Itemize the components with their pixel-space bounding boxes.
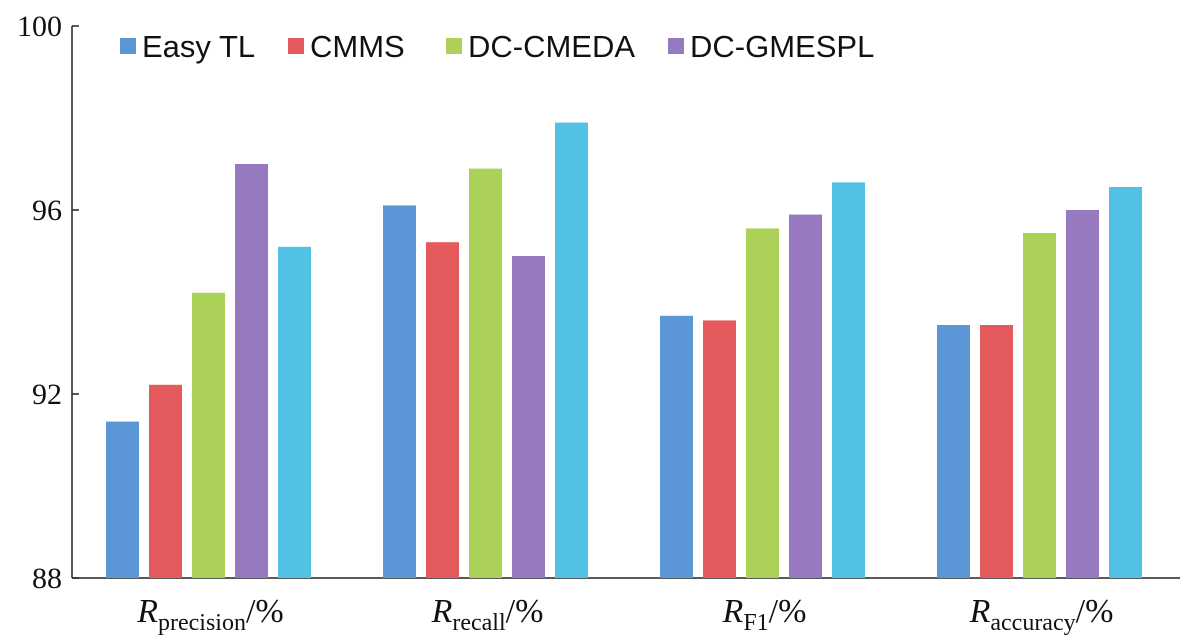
bar — [937, 325, 970, 578]
bar — [703, 320, 736, 578]
bar — [106, 421, 139, 578]
bar — [832, 182, 865, 578]
bar — [746, 228, 779, 578]
bar — [980, 325, 1013, 578]
bar — [149, 384, 182, 578]
bar — [192, 292, 225, 578]
legend-swatch — [446, 38, 462, 54]
y-tick-label: 100 — [17, 10, 62, 43]
bar — [426, 242, 459, 578]
x-category-label: Rprecision/% — [136, 593, 284, 636]
legend: Easy TL CMMS DC-CMEDA DC-GMESPL — [120, 29, 874, 64]
x-category-label: Raccuracy/% — [969, 593, 1114, 636]
legend-swatch — [668, 38, 684, 54]
y-tick-label: 92 — [32, 378, 62, 411]
bar — [383, 205, 416, 578]
legend-label: CMMS — [310, 29, 405, 64]
x-axis-category-labels: Rprecision/% Rrecall/% RF1/% Raccuracy/% — [136, 593, 1113, 636]
legend-swatch — [120, 38, 136, 54]
bar — [512, 256, 545, 578]
bars — [106, 122, 1142, 579]
y-axis-ticks: 88 92 96 100 — [17, 10, 79, 595]
x-category-label: Rrecall/% — [431, 593, 544, 636]
legend-label: Easy TL — [142, 29, 255, 64]
bar — [235, 164, 268, 578]
bar — [1066, 210, 1099, 578]
y-tick-label: 96 — [32, 194, 62, 227]
bar — [278, 246, 311, 579]
bar — [789, 214, 822, 578]
bar — [469, 168, 502, 578]
bar — [1023, 233, 1056, 578]
y-tick-label: 88 — [32, 562, 62, 595]
legend-label: DC-CMEDA — [468, 29, 635, 64]
bar — [555, 122, 588, 578]
bar — [660, 315, 693, 578]
bar — [1109, 187, 1142, 578]
legend-label: DC-GMESPL — [690, 29, 874, 64]
legend-swatch — [288, 38, 304, 54]
x-category-label: RF1/% — [722, 593, 807, 636]
